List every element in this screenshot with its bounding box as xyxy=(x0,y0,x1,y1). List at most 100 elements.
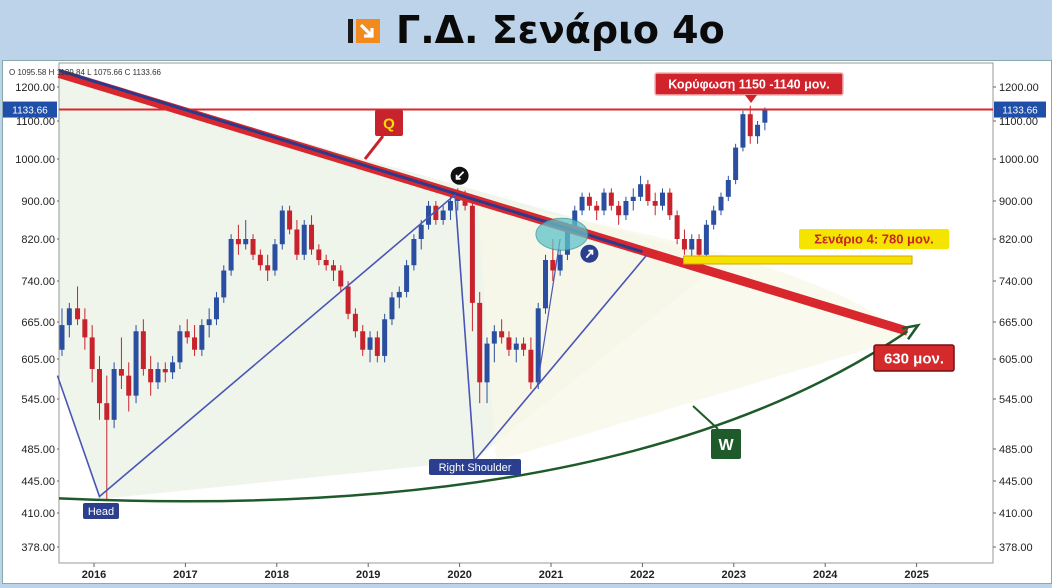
candle xyxy=(608,188,614,211)
y-tick-label-right: 1200.00 xyxy=(999,82,1039,94)
candle-body xyxy=(601,192,607,211)
candle-body xyxy=(75,308,81,320)
y-tick-label-right: 665.00 xyxy=(999,317,1033,329)
candle xyxy=(265,254,271,281)
breakout-highlight-ellipse xyxy=(535,217,589,251)
header: Γ.Δ. Σενάριο 4ο xyxy=(0,0,1052,60)
candle-body xyxy=(301,224,307,255)
target-label: 630 μον. xyxy=(873,344,955,372)
candle-body xyxy=(696,239,702,255)
x-tick-label: 2022 xyxy=(630,569,654,581)
candle xyxy=(345,281,351,320)
candle xyxy=(206,308,212,338)
candle xyxy=(111,362,117,429)
candle-body xyxy=(755,124,761,137)
candle xyxy=(140,319,146,376)
y-tick-label-right: 820.00 xyxy=(999,234,1033,246)
candle-body xyxy=(82,319,88,338)
candle xyxy=(316,244,322,266)
up-arrow-glyph xyxy=(585,249,594,259)
candle xyxy=(294,220,300,260)
y-tick-label-right: 900.00 xyxy=(999,196,1033,208)
candle xyxy=(513,337,519,363)
candle-body xyxy=(594,205,600,211)
y-tick-label-left: 820.00 xyxy=(21,234,55,246)
candle-body xyxy=(367,337,373,350)
candle-body xyxy=(177,331,183,363)
candle-body xyxy=(762,109,768,123)
candle-body xyxy=(681,239,687,250)
candle-body xyxy=(513,343,519,350)
q-label-text: Q xyxy=(383,115,395,132)
y-tick-label-left: 1100.00 xyxy=(16,116,55,128)
y-tick-label-left: 1200.00 xyxy=(15,82,55,94)
candle-body xyxy=(96,369,102,404)
candle xyxy=(250,234,256,260)
candle xyxy=(528,337,534,389)
candle xyxy=(126,362,132,412)
candle xyxy=(594,201,600,220)
down-arrow-glyph xyxy=(455,171,465,180)
candle xyxy=(521,337,527,356)
candle xyxy=(725,175,731,201)
candle-body xyxy=(323,260,329,266)
candle-body xyxy=(623,201,629,216)
candle-body xyxy=(250,239,256,255)
candle-body xyxy=(711,210,717,225)
pattern-shade-right xyxy=(477,201,908,461)
candle-body xyxy=(360,331,366,350)
pattern-line-mid xyxy=(536,238,561,386)
candle xyxy=(272,239,278,276)
candle-body xyxy=(272,244,278,271)
candle xyxy=(367,331,373,363)
candle xyxy=(389,291,395,326)
candle xyxy=(75,286,81,326)
candle xyxy=(601,188,607,216)
y-tick-label-left: 410.00 xyxy=(21,508,55,520)
candle xyxy=(469,201,475,332)
candle-body xyxy=(550,260,556,271)
candle-body xyxy=(652,201,658,206)
target-label-box xyxy=(873,344,955,372)
candle-body xyxy=(243,239,249,245)
w-curve-arrowhead xyxy=(901,323,921,340)
candle xyxy=(484,337,490,404)
candle-body xyxy=(316,249,322,260)
candle-body xyxy=(382,319,388,356)
candle xyxy=(323,254,329,271)
candle xyxy=(177,325,183,369)
candle xyxy=(213,291,219,326)
y-tick-label-left: 378.00 xyxy=(21,542,55,554)
candle xyxy=(477,291,483,404)
candle xyxy=(718,192,724,216)
candle xyxy=(755,121,761,144)
candle-body xyxy=(133,331,139,396)
candle-body xyxy=(440,210,446,220)
candle-body xyxy=(59,325,65,350)
y-tick-label-left: 485.00 xyxy=(21,444,55,456)
candle-body xyxy=(484,343,490,383)
plot-frame xyxy=(58,62,994,564)
candle-body xyxy=(213,297,219,320)
candle-body xyxy=(411,239,417,266)
candle-body xyxy=(170,362,176,373)
candle-body xyxy=(352,313,358,332)
candle-body xyxy=(499,331,505,338)
candle-body xyxy=(528,349,534,383)
candle-body xyxy=(396,291,402,298)
candle-body xyxy=(418,224,424,239)
x-tick-label: 2021 xyxy=(539,569,563,581)
peak-label: Κορύφωση 1150 -1140 μον. xyxy=(654,72,844,96)
pattern-line-left xyxy=(56,194,456,498)
ohlc-legend: O 1095.58 H 1139.84 L 1075.66 C 1133.66 xyxy=(9,68,162,77)
candle-body xyxy=(586,196,592,206)
candle xyxy=(374,331,380,363)
candle xyxy=(762,107,768,131)
candle xyxy=(703,220,709,260)
candle xyxy=(66,302,72,338)
candle xyxy=(59,308,65,356)
right-shoulder-label: Right Shoulder xyxy=(429,459,521,475)
w-label-text: W xyxy=(718,437,734,454)
current-price-label-right: 1133.66 xyxy=(1002,106,1038,117)
scenario-level-box xyxy=(683,255,913,265)
